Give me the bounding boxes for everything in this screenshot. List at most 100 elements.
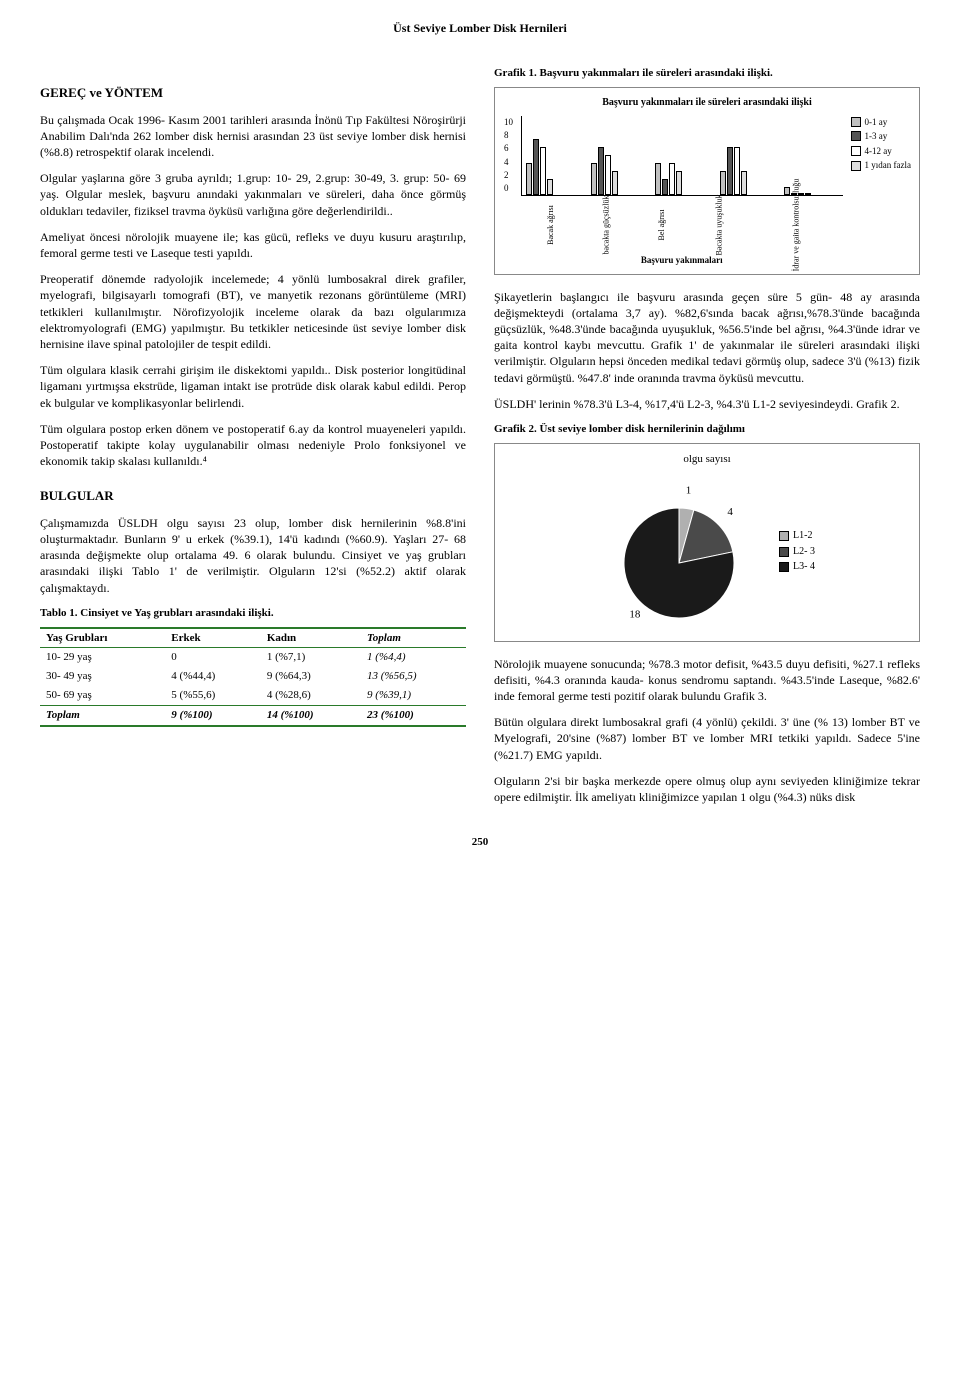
paragraph: Tüm olgulara postop erken dönem ve posto… xyxy=(40,421,466,470)
legend-item: 1-3 ay xyxy=(851,130,911,143)
paragraph: Çalışmamızda ÜSLDH olgu sayısı 23 olup, … xyxy=(40,515,466,596)
pie-value-label: 4 xyxy=(727,506,733,518)
bar-chart-x-labels: Bacak ağrısıbacakta güçsüzlükBel ağrısıB… xyxy=(521,200,843,250)
bar xyxy=(598,147,604,195)
chart-1: Başvuru yakınmaları ile süreleri arasınd… xyxy=(494,87,920,275)
bar xyxy=(547,179,553,195)
table-row: 30- 49 yaş4 (%44,4)9 (%64,3)13 (%56,5) xyxy=(40,667,466,686)
legend-item: 1 yıdan fazla xyxy=(851,159,911,172)
bar xyxy=(526,163,532,195)
table-cell: 13 (%56,5) xyxy=(361,667,466,686)
bar xyxy=(734,147,740,195)
pie-chart: 1 4 18 xyxy=(599,473,759,633)
table-cell: 4 (%28,6) xyxy=(261,686,361,705)
bar-category-label: bacakta güçsüzlük xyxy=(582,195,632,254)
bar xyxy=(655,163,661,195)
table-cell: 5 (%55,6) xyxy=(165,686,261,705)
table-cell: Toplam xyxy=(40,706,165,726)
paragraph: Bu çalışmada Ocak 1996- Kasım 2001 tarih… xyxy=(40,112,466,161)
table-cell: 23 (%100) xyxy=(361,706,466,726)
right-column: Grafik 1. Başvuru yakınmaları ile sürele… xyxy=(494,66,920,815)
bar xyxy=(669,163,675,195)
chart-2-legend: L1-2 L2- 3L3- 4 xyxy=(779,529,815,576)
legend-swatch xyxy=(851,117,861,127)
main-columns: GEREÇ ve YÖNTEM Bu çalışmada Ocak 1996- … xyxy=(40,66,920,815)
legend-item: 0-1 ay xyxy=(851,116,911,129)
paragraph: Nörolojik muayene sonucunda; %78.3 motor… xyxy=(494,656,920,705)
bar-category-label: Bacakta uyuşukluk xyxy=(694,194,744,255)
y-ticks: 0246810 xyxy=(504,116,513,195)
paragraph: Şikayetlerin başlangıcı ile başvuru aras… xyxy=(494,289,920,386)
table-header: Kadın xyxy=(261,628,361,648)
table-cell: 1 (%7,1) xyxy=(261,648,361,667)
legend-swatch xyxy=(779,562,789,572)
page-header: Üst Seviye Lomber Disk Hernileri xyxy=(40,20,920,36)
bar-category-label: Bel ağrısı xyxy=(638,198,688,250)
table-cell: 9 (%100) xyxy=(165,706,261,726)
table-header: Erkek xyxy=(165,628,261,648)
chart-1-caption: Grafik 1. Başvuru yakınmaları ile sürele… xyxy=(494,66,920,81)
bar xyxy=(741,171,747,195)
chart-1-title: Başvuru yakınmaları ile süreleri arasınd… xyxy=(503,96,911,110)
bar xyxy=(676,171,682,195)
pie-container: 1 4 18 xyxy=(599,473,759,633)
bar-group xyxy=(591,147,650,195)
paragraph: Tüm olgulara klasik cerrahi girişim ile … xyxy=(40,362,466,411)
table-cell: 50- 69 yaş xyxy=(40,686,165,705)
legend-item: L2- 3 xyxy=(779,545,815,559)
section-heading-method: GEREÇ ve YÖNTEM xyxy=(40,84,466,102)
table-header: Toplam xyxy=(361,628,466,648)
bar-category-label: Bacak ağrısı xyxy=(526,198,576,250)
legend-label: 0-1 ay xyxy=(865,116,888,129)
chart-2-title: olgu sayısı xyxy=(503,452,911,467)
table-1: Yaş GrublarıErkekKadınToplam 10- 29 yaş0… xyxy=(40,627,466,727)
paragraph: Ameliyat öncesi nörolojik muayene ile; k… xyxy=(40,229,466,261)
table-cell: 0 xyxy=(165,648,261,667)
pie-value-label: 18 xyxy=(629,608,641,620)
table-cell: 4 (%44,4) xyxy=(165,667,261,686)
legend-item: L3- 4 xyxy=(779,560,815,574)
table-header: Yaş Grubları xyxy=(40,628,165,648)
paragraph: Olgular yaşlarına göre 3 gruba ayrıldı; … xyxy=(40,170,466,219)
table-cell: 10- 29 yaş xyxy=(40,648,165,667)
legend-label: 1 yıdan fazla xyxy=(865,159,911,172)
page-number: 250 xyxy=(40,835,920,850)
legend-label: L3- 4 xyxy=(793,560,815,574)
left-column: GEREÇ ve YÖNTEM Bu çalışmada Ocak 1996- … xyxy=(40,66,466,815)
bar xyxy=(591,163,597,195)
legend-item: L1-2 xyxy=(779,529,815,543)
bar xyxy=(662,179,668,195)
paragraph: Olguların 2'si bir başka merkezde opere … xyxy=(494,773,920,805)
bar xyxy=(605,155,611,195)
bar-group xyxy=(720,147,779,195)
legend-swatch xyxy=(851,146,861,156)
legend-label: L2- 3 xyxy=(793,545,815,559)
bar xyxy=(727,147,733,195)
paragraph: Preoperatif dönemde radyolojik incelemed… xyxy=(40,271,466,352)
legend-label: 1-3 ay xyxy=(865,130,888,143)
section-heading-results: BULGULAR xyxy=(40,487,466,505)
bar xyxy=(612,171,618,195)
table-cell: 1 (%4,4) xyxy=(361,648,466,667)
table-row: 50- 69 yaş5 (%55,6)4 (%28,6)9 (%39,1) xyxy=(40,686,466,705)
bar xyxy=(720,171,726,195)
table-cell: 9 (%64,3) xyxy=(261,667,361,686)
chart-2: olgu sayısı 1 4 18 L1-2 L2- 3L3- 4 xyxy=(494,443,920,642)
legend-swatch xyxy=(851,161,861,171)
paragraph: ÜSLDH' lerinin %78.3'ü L3-4, %17,4'ü L2-… xyxy=(494,396,920,412)
table-caption: Tablo 1. Cinsiyet ve Yaş grubları arasın… xyxy=(40,606,466,621)
legend-swatch xyxy=(851,131,861,141)
pie-value-label: 1 xyxy=(686,484,692,496)
table-row: 10- 29 yaş01 (%7,1)1 (%4,4) xyxy=(40,648,466,667)
legend-label: 4-12 ay xyxy=(865,145,892,158)
table-cell: 30- 49 yaş xyxy=(40,667,165,686)
chart-1-legend: 0-1 ay1-3 ay 4-12 ay1 yıdan fazla xyxy=(851,116,911,174)
legend-item: 4-12 ay xyxy=(851,145,911,158)
bar xyxy=(540,147,546,195)
bar-group xyxy=(526,139,585,195)
legend-swatch xyxy=(779,547,789,557)
bar-category-label: İdrar ve gaita kontrolsuzluğu xyxy=(771,178,821,271)
paragraph: Bütün olgulara direkt lumbosakral grafi … xyxy=(494,714,920,763)
table-cell: 14 (%100) xyxy=(261,706,361,726)
chart-2-caption: Grafik 2. Üst seviye lomber disk hernile… xyxy=(494,422,920,437)
